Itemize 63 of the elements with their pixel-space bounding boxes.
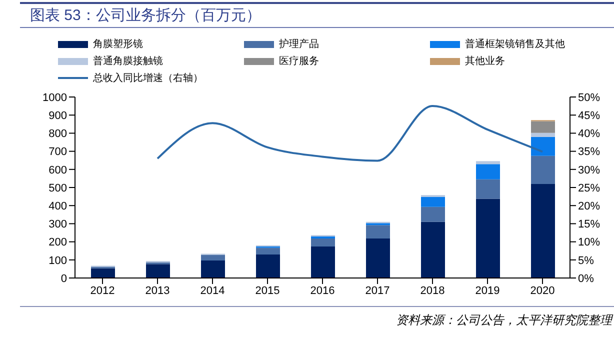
x-tick-label: 2018: [420, 284, 445, 297]
bar: [366, 225, 390, 239]
bar: [311, 238, 335, 247]
y-tick-label: 500: [48, 182, 67, 194]
y2-tick-label: 40%: [578, 128, 600, 140]
y2-tick-label: 10%: [578, 236, 600, 249]
y-tick-label: 900: [48, 110, 67, 122]
y2-tick-label: 20%: [578, 200, 600, 213]
y-tick-label: 0: [60, 272, 67, 285]
bar: [531, 121, 555, 133]
y-tick-label: 200: [48, 236, 67, 249]
y2-tick-label: 25%: [578, 182, 600, 194]
x-tick-label: 2016: [310, 284, 335, 297]
y2-tick-label: 5%: [578, 254, 594, 267]
legend-label: 医疗服务: [279, 54, 319, 68]
legend-label: 角膜塑形镜: [93, 38, 143, 51]
bar: [146, 264, 170, 278]
bar: [256, 254, 280, 278]
bar: [421, 206, 445, 222]
y2-tick-label: 15%: [578, 218, 600, 231]
bar: [91, 268, 115, 278]
bar: [311, 246, 335, 278]
x-tick-label: 2012: [90, 284, 115, 297]
x-tick-label: 2013: [145, 284, 170, 297]
x-tick-label: 2014: [200, 284, 225, 297]
y2-tick-label: 50%: [578, 92, 600, 104]
bar: [201, 260, 225, 278]
bar: [421, 196, 445, 207]
bar: [531, 136, 555, 156]
x-tick-label: 2017: [365, 284, 390, 297]
bar: [476, 179, 500, 199]
chart-title: 图表 53：公司业务拆分（百万元）: [30, 6, 261, 25]
bar: [531, 156, 555, 184]
bar: [421, 222, 445, 278]
y2-tick-label: 45%: [578, 110, 600, 122]
y-tick-label: 100: [48, 254, 67, 267]
bar: [476, 164, 500, 180]
y-tick-label: 300: [48, 218, 67, 231]
x-tick-label: 2015: [255, 284, 280, 297]
legend-label: 总收入同比增速（右轴）: [93, 72, 203, 85]
bar: [531, 132, 555, 137]
line-series: [156, 105, 544, 162]
legend-label: 其他业务: [465, 54, 505, 68]
y-tick-label: 400: [48, 200, 67, 213]
text: 资料来源：公司公告，太平洋研究院整理: [396, 312, 612, 329]
x-tick-label: 2020: [530, 284, 555, 297]
bar: [256, 248, 280, 254]
bar: [531, 184, 555, 278]
y-tick-label: 600: [48, 164, 67, 176]
y2-tick-label: 30%: [578, 164, 600, 176]
legend-label: 护理产品: [279, 38, 319, 51]
bar: [201, 255, 225, 260]
bar: [366, 238, 390, 278]
x-tick-label: 2019: [475, 284, 500, 297]
bar: [476, 161, 500, 164]
legend-label: 普通角膜接触镜: [93, 54, 163, 68]
y-tick-label: 700: [48, 146, 67, 158]
legend-label: 普通框架镜销售及其他: [465, 38, 565, 51]
y-tick-label: 800: [48, 128, 67, 140]
y2-tick-label: 35%: [578, 146, 600, 158]
y2-tick-label: 0%: [578, 272, 594, 285]
y-tick-label: 1000: [42, 92, 67, 104]
bar: [476, 198, 500, 278]
